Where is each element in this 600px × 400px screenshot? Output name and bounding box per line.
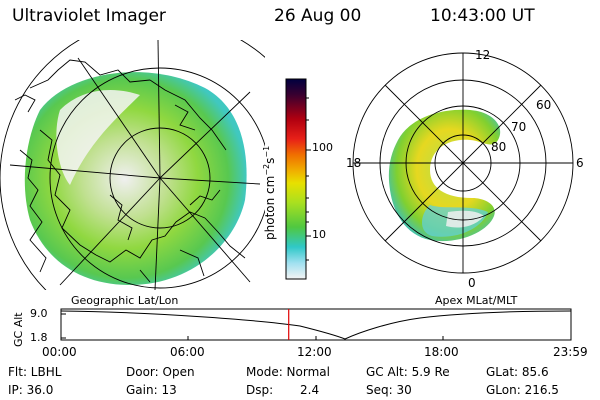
colorbar bbox=[285, 78, 307, 280]
aurora-emission-left bbox=[24, 72, 247, 285]
mlt-label-6: 6 bbox=[576, 156, 584, 170]
oval-white-patch bbox=[446, 210, 484, 228]
mlat-label-70: 70 bbox=[511, 120, 527, 134]
date-label: 26 Aug 00 bbox=[274, 6, 362, 26]
status-glon: GLon: 216.5 bbox=[486, 383, 559, 397]
colorbar-ticks bbox=[306, 97, 311, 261]
instrument-title: Ultraviolet Imager bbox=[12, 6, 166, 26]
unit-exp-2: −1 bbox=[262, 145, 271, 158]
unit-s: s bbox=[263, 157, 277, 164]
unit-exp-1: −2 bbox=[262, 163, 271, 176]
altitude-curve bbox=[60, 310, 572, 340]
status-glat: GLat: 85.6 bbox=[486, 365, 549, 379]
unit-photon: photon cm bbox=[263, 175, 277, 240]
status-gain: Gain: 13 bbox=[126, 383, 177, 397]
time-label: 10:43:00 UT bbox=[430, 6, 535, 26]
time-tick-1200: 12:00 bbox=[297, 345, 332, 359]
time-tick-0000: 00:00 bbox=[42, 345, 77, 359]
polar-plot bbox=[352, 52, 574, 274]
geographic-image bbox=[0, 40, 265, 290]
status-filter: Flt: LBHL bbox=[8, 365, 62, 379]
time-tick-1800: 18:00 bbox=[424, 345, 459, 359]
dayside-gap bbox=[56, 90, 140, 185]
status-door: Door: Open bbox=[126, 365, 195, 379]
status-mode: Mode: Normal bbox=[246, 365, 330, 379]
alt-tick-1-8: 1.8 bbox=[30, 331, 48, 344]
status-dsp-label: Dsp: bbox=[246, 383, 274, 397]
mlat-label-80: 80 bbox=[491, 140, 507, 154]
time-tick-2359: 23:59 bbox=[553, 345, 588, 359]
apex-label: Apex MLat/MLT bbox=[435, 294, 518, 307]
status-seq: Seq: 30 bbox=[366, 383, 412, 397]
mlt-label-12: 12 bbox=[475, 48, 491, 62]
geo-grid bbox=[0, 40, 265, 290]
status-gc-alt: GC Alt: 5.9 Re bbox=[366, 365, 450, 379]
status-dsp-value: 2.4 bbox=[300, 383, 320, 397]
altitude-strip bbox=[60, 308, 572, 341]
colorbar-tick-10: 10 bbox=[312, 228, 326, 241]
colorbar-tick-100: 100 bbox=[312, 141, 333, 154]
time-tick-0600: 06:00 bbox=[170, 345, 205, 359]
coastlines bbox=[14, 59, 246, 283]
mlat-label-60: 60 bbox=[536, 98, 552, 112]
colorbar-unit-label: photon cm−2s−1 bbox=[262, 146, 277, 240]
alt-tick-9: 9.0 bbox=[30, 307, 48, 320]
mlt-label-0: 0 bbox=[468, 276, 476, 290]
status-ip: IP: 36.0 bbox=[8, 383, 54, 397]
geographic-label: Geographic Lat/Lon bbox=[71, 294, 179, 307]
mlt-label-18: 18 bbox=[346, 156, 362, 170]
gc-alt-axis-label: GC Alt bbox=[12, 312, 25, 347]
